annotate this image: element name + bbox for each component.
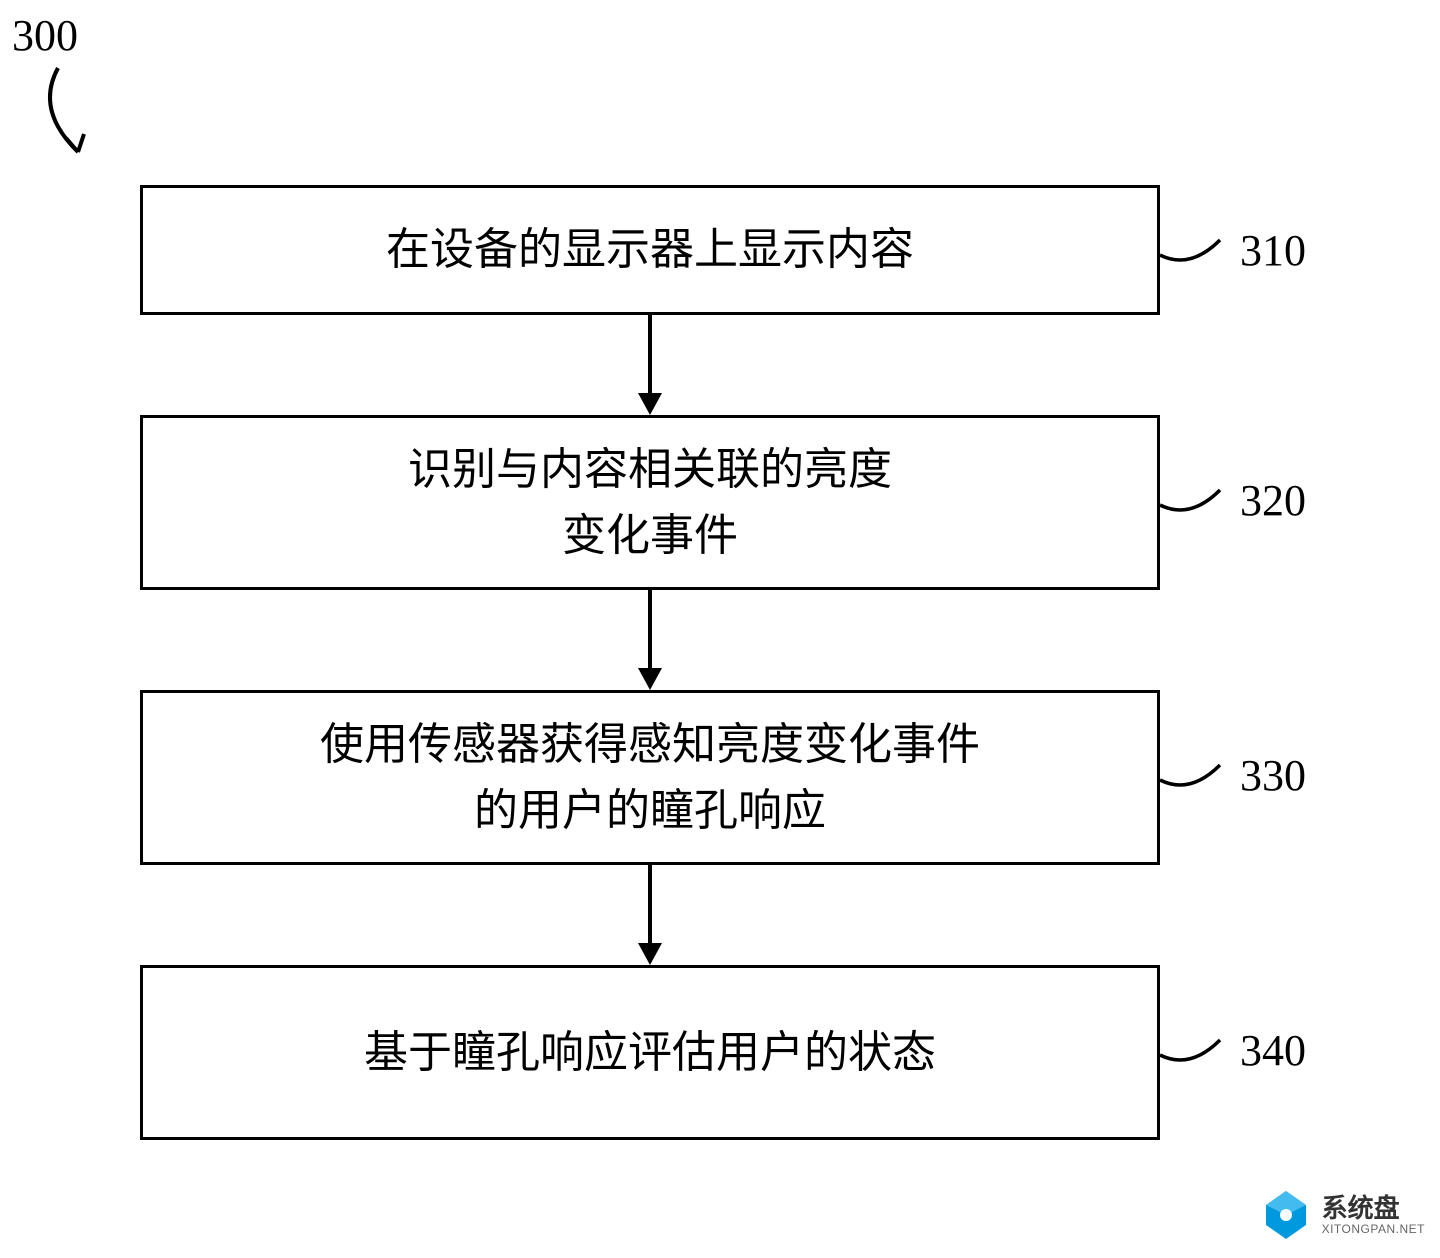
step-box-340: 基于瞳孔响应评估用户的状态 [140, 965, 1160, 1140]
arrow-3 [630, 865, 670, 965]
step-text-310: 在设备的显示器上显示内容 [386, 217, 914, 283]
step-label-310: 310 [1240, 225, 1306, 276]
arrow-1 [630, 315, 670, 415]
step-text-340: 基于瞳孔响应评估用户的状态 [364, 1020, 936, 1086]
arrow-2 [630, 590, 670, 690]
label-connector-330 [1160, 750, 1240, 800]
step-text-320-line1: 识别与内容相关联的亮度 [408, 437, 892, 503]
watermark: 系统盘 XITONGPAN.NET [1258, 1187, 1425, 1243]
label-connector-340 [1160, 1025, 1240, 1075]
step-label-330: 330 [1240, 750, 1306, 801]
label-connector-320 [1160, 475, 1240, 525]
step-box-320: 识别与内容相关联的亮度 变化事件 [140, 415, 1160, 590]
watermark-cn-text: 系统盘 [1322, 1194, 1425, 1223]
step-box-330: 使用传感器获得感知亮度变化事件 的用户的瞳孔响应 [140, 690, 1160, 865]
step-box-310: 在设备的显示器上显示内容 [140, 185, 1160, 315]
watermark-en-text: XITONGPAN.NET [1322, 1223, 1425, 1236]
watermark-logo-icon [1258, 1187, 1314, 1243]
step-label-320: 320 [1240, 475, 1306, 526]
step-label-340: 340 [1240, 1025, 1306, 1076]
step-text-320-line2: 变化事件 [408, 503, 892, 569]
step-text-330-line2: 的用户的瞳孔响应 [320, 778, 980, 844]
figure-number: 300 [12, 10, 78, 61]
label-connector-310 [1160, 225, 1240, 275]
step-text-330-line1: 使用传感器获得感知亮度变化事件 [320, 712, 980, 778]
figure-curve-arrow [30, 60, 120, 180]
